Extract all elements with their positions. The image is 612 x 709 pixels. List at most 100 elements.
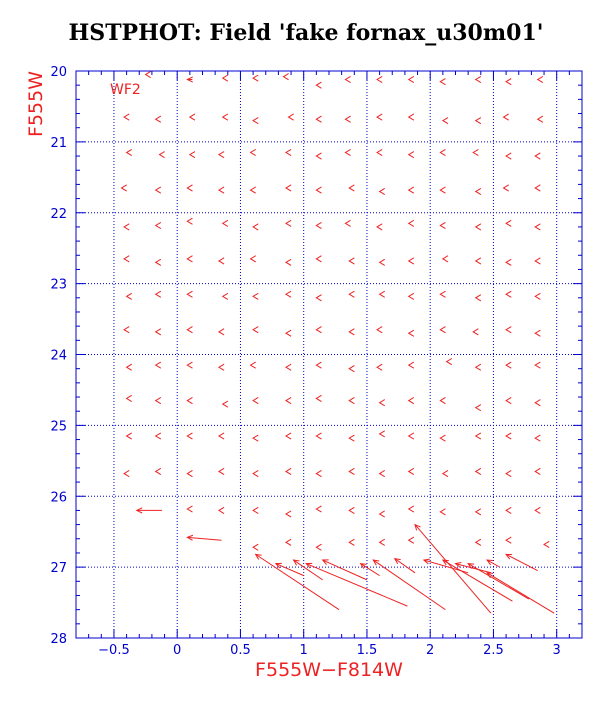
vector-head: [125, 363, 132, 371]
vector-head: [186, 432, 193, 440]
vector-head: [534, 467, 541, 475]
vector-arrow: [315, 81, 322, 89]
vector-arrow: [123, 113, 130, 121]
vector-arrow: [348, 538, 355, 546]
grid-lines: [76, 71, 582, 638]
vector-arrow: [474, 467, 482, 475]
vector-arrow: [135, 507, 163, 514]
vector-arrow: [407, 257, 415, 265]
vector-arrow: [348, 257, 355, 265]
vector-arrow: [467, 562, 530, 600]
vector-head: [474, 257, 482, 265]
vector-arrow: [441, 559, 513, 602]
x-tick-label: 0: [173, 643, 181, 658]
vector-arrow: [315, 394, 322, 402]
vector-arrow: [376, 223, 383, 231]
vector-arrow: [378, 510, 385, 518]
vector-head: [282, 73, 289, 81]
vector-arrow: [282, 73, 289, 81]
vector-head: [217, 506, 225, 514]
vector-arrow: [474, 223, 482, 231]
vector-head: [123, 223, 130, 231]
vector-head: [186, 534, 194, 541]
vector-head: [249, 186, 256, 194]
vector-head: [439, 326, 446, 334]
vector-head: [252, 397, 259, 405]
vector-head: [407, 186, 415, 194]
vector-arrow: [534, 184, 541, 192]
x-tick-label: 2.5: [483, 643, 504, 658]
vector-arrow: [441, 117, 449, 125]
vector-arrow: [407, 329, 415, 337]
vector-head: [439, 508, 446, 516]
vector-head: [378, 510, 385, 518]
vector-arrow: [439, 397, 446, 405]
vector-arrow: [474, 508, 482, 516]
vector-arrow: [472, 328, 479, 336]
tick-labels: −0.5 0 0.5 1 1.5 2 2.5 3 20 21 22 23 24 25 26 27 28: [50, 65, 560, 658]
vector-arrow: [154, 115, 162, 123]
vector-arrow: [505, 219, 512, 227]
vector-arrow: [505, 506, 512, 514]
vector-arrow: [407, 397, 415, 405]
vector-arrow: [186, 326, 193, 334]
vector-head: [252, 223, 259, 231]
vector-shaft: [467, 563, 530, 600]
vector-head: [120, 184, 127, 192]
vector-arrow: [534, 223, 541, 231]
y-tick-label: 23: [50, 278, 67, 293]
vector-head: [315, 294, 322, 302]
vector-head: [359, 562, 367, 569]
vector-arrow: [474, 187, 482, 196]
vector-arrow: [154, 328, 162, 336]
vector-head: [344, 148, 351, 157]
vector-arrow: [249, 148, 256, 157]
vector-arrow: [249, 186, 256, 194]
vector-head: [254, 553, 262, 560]
vector-arrow: [186, 76, 193, 83]
vector-head: [186, 505, 193, 513]
vector-head: [158, 151, 165, 159]
vector-head: [505, 470, 512, 478]
vector-head: [221, 292, 229, 300]
vector-head: [486, 572, 494, 579]
vector-arrow: [252, 543, 259, 551]
vector-arrow: [154, 258, 162, 266]
vector-head: [372, 559, 380, 566]
vector-arrow: [439, 290, 446, 298]
vector-head: [505, 290, 512, 298]
vector-head: [407, 432, 415, 440]
vector-arrow: [376, 75, 383, 84]
vector-head: [407, 467, 415, 475]
vector-head: [315, 394, 322, 402]
vector-head: [376, 148, 383, 157]
vector-head: [186, 326, 193, 334]
vector-arrow: [407, 467, 415, 475]
vector-arrow: [344, 148, 351, 157]
vector-head: [186, 361, 193, 369]
vector-arrow: [344, 219, 351, 227]
vector-arrow: [221, 400, 229, 408]
vector-arrow: [534, 506, 541, 514]
vector-shaft: [505, 553, 538, 572]
vector-head: [407, 361, 415, 369]
vector-head: [502, 113, 509, 121]
vector-head: [348, 467, 355, 475]
vector-head: [123, 255, 130, 263]
vector-arrow: [407, 151, 415, 159]
vector-head: [441, 470, 449, 478]
vector-arrow: [285, 258, 292, 266]
vector-arrow: [378, 470, 385, 478]
vector-head: [315, 115, 322, 123]
vector-head: [534, 399, 541, 407]
vector-head: [348, 365, 355, 373]
x-tick-label: −0.5: [98, 643, 130, 658]
vector-head: [217, 363, 225, 371]
vector-head: [378, 399, 385, 407]
vector-arrow: [454, 561, 492, 574]
vector-head: [376, 113, 383, 121]
vector-arrow: [536, 115, 544, 123]
vector-arrow: [505, 432, 512, 440]
vector-arrow: [315, 221, 322, 230]
y-tick-label: 21: [50, 136, 67, 151]
